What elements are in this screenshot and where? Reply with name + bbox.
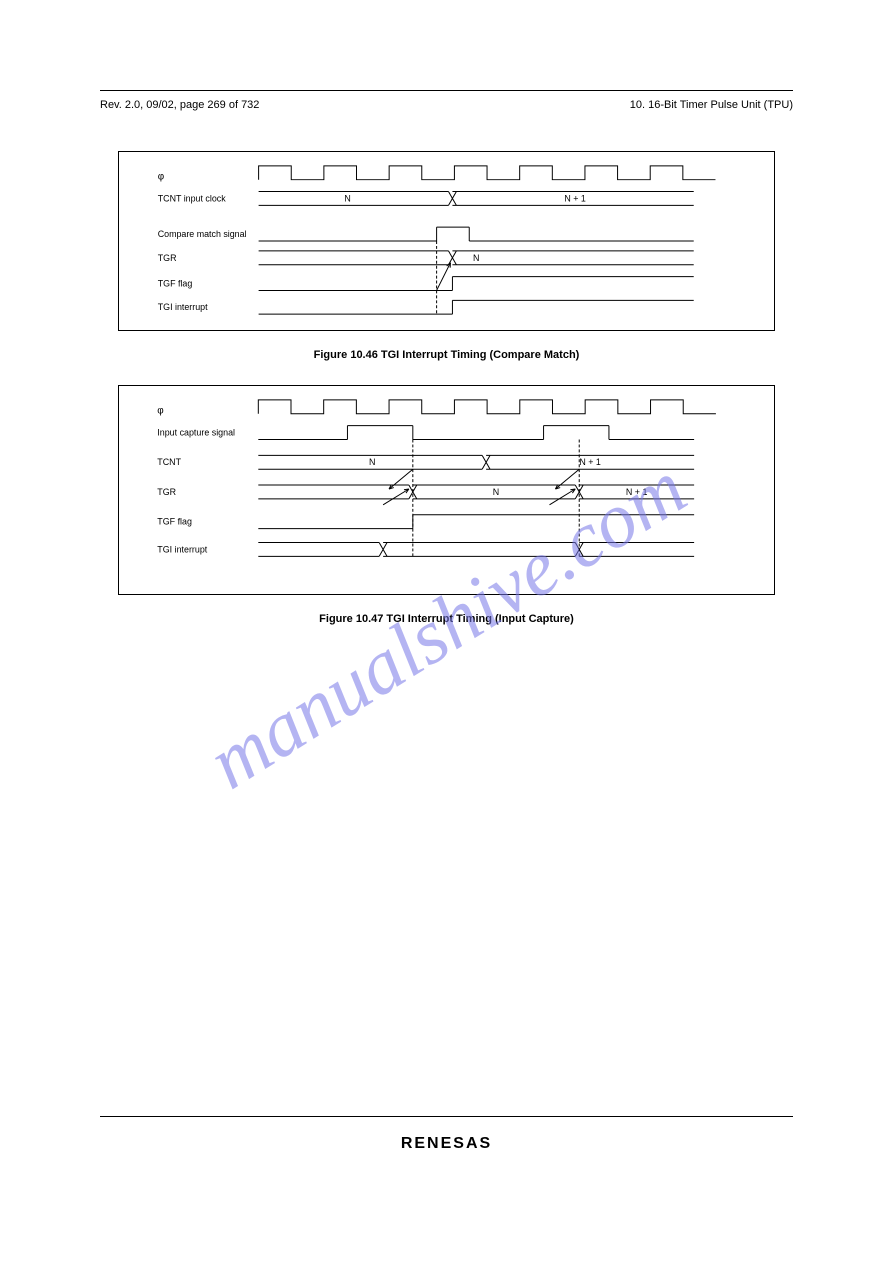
- svg-text:N + 1: N + 1: [579, 457, 601, 467]
- svg-text:TGR: TGR: [157, 487, 176, 497]
- figure-10-47: φ Input capture signal TCNT TGR TGF flag TGI …: [118, 385, 775, 595]
- svg-text:TCNT input clock: TCNT input clock: [158, 193, 226, 203]
- svg-text:N: N: [493, 487, 499, 497]
- svg-text:Input capture signal: Input capture signal: [157, 428, 235, 438]
- svg-text:TGI interrupt: TGI interrupt: [157, 544, 208, 554]
- svg-text:N + 1: N + 1: [564, 193, 586, 203]
- figure-10-46: φ TCNT input clock Compare match signal TGR…: [118, 151, 775, 331]
- page-header: Rev. 2.0, 09/02, page 269 of 732 10. 16-…: [100, 99, 793, 111]
- svg-text:TGR: TGR: [158, 253, 177, 263]
- svg-text:TGI interrupt: TGI interrupt: [158, 302, 208, 312]
- svg-text:N: N: [473, 253, 479, 263]
- header-rule: [100, 90, 793, 91]
- svg-text:φ: φ: [157, 406, 163, 417]
- svg-text:N + 1: N + 1: [626, 487, 648, 497]
- page-footer: [100, 1116, 793, 1123]
- svg-text:N: N: [369, 457, 375, 467]
- figure-10-46-caption: Figure 10.46 TGI Interrupt Timing (Compa…: [100, 349, 793, 361]
- header-section: 10. 16-Bit Timer Pulse Unit (TPU): [630, 99, 793, 111]
- figure-10-47-caption: Figure 10.47 TGI Interrupt Timing (Input…: [100, 613, 793, 625]
- svg-text:TGF flag: TGF flag: [157, 517, 192, 527]
- svg-text:TCNT: TCNT: [157, 457, 181, 467]
- svg-text:N: N: [344, 193, 350, 203]
- header-rev: Rev. 2.0, 09/02, page 269 of 732: [100, 99, 259, 111]
- svg-text:Compare match signal: Compare match signal: [158, 229, 247, 239]
- renesas-logo: RENESAS: [0, 1135, 893, 1153]
- svg-text:TGF flag: TGF flag: [158, 278, 193, 288]
- svg-text:φ: φ: [158, 172, 164, 183]
